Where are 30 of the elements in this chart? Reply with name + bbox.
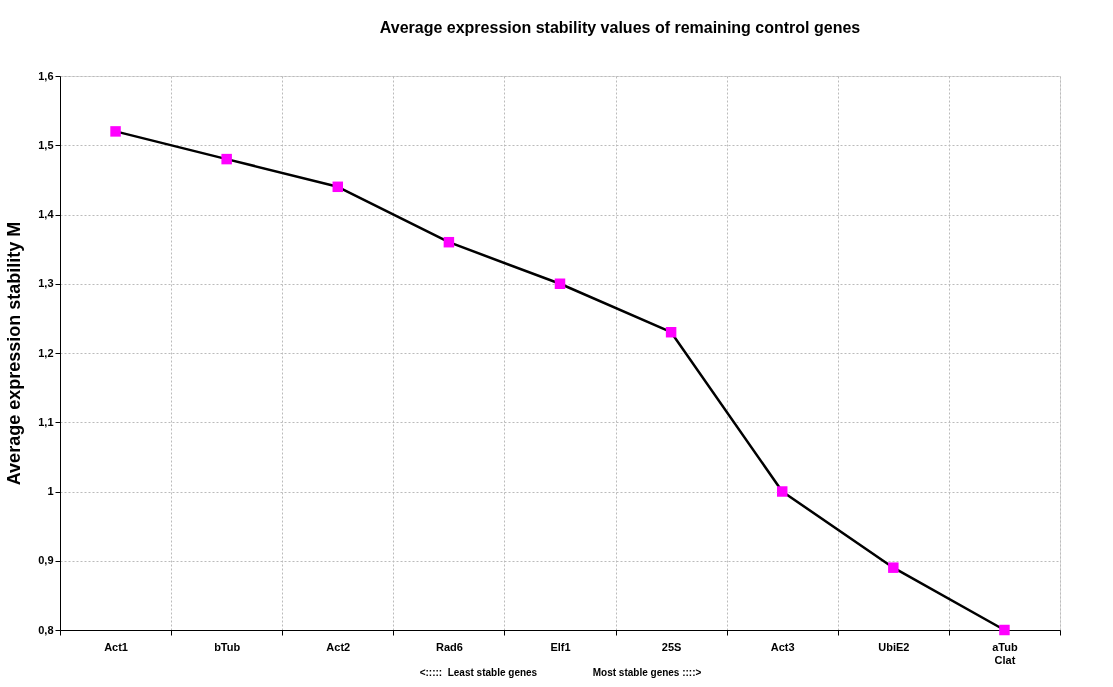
point xyxy=(332,181,344,193)
y-tick-label: 1 xyxy=(47,485,54,497)
y-tick-label: 0,8 xyxy=(38,623,54,636)
y-tick-label: 1,6 xyxy=(38,69,54,82)
x-tick-label: Act3 xyxy=(770,640,795,653)
y-tick-label: 0,9 xyxy=(38,554,54,567)
y-axis-title: Average expression stability M xyxy=(4,221,25,486)
x-tick-label: Act1 xyxy=(104,640,128,653)
chart-title: Average expression stability values of remaining control genes xyxy=(379,19,861,36)
x-tick-label: aTub Clat xyxy=(992,640,1018,666)
y-tick-label: 1,1 xyxy=(38,415,54,428)
point xyxy=(888,562,899,573)
x-axis-title: <::::: Least stable genes Most stable genes ::::> xyxy=(419,666,702,678)
point xyxy=(443,236,455,248)
x-tick-label: bTub xyxy=(214,640,241,653)
y-tick-label: 1,5 xyxy=(38,138,54,151)
x-tick-label: UbiE2 xyxy=(878,640,910,653)
x-tick-label: Rad6 xyxy=(435,640,463,653)
y-tick-label: 1,2 xyxy=(38,346,54,359)
x-tick-label: 25S xyxy=(661,640,682,653)
x-tick-label: Act2 xyxy=(326,640,351,653)
point xyxy=(999,624,1010,636)
point xyxy=(665,326,677,338)
point xyxy=(110,126,121,137)
x-tick-label: Elf1 xyxy=(550,640,571,653)
point xyxy=(776,486,788,497)
y-tick-label: 1,4 xyxy=(38,208,55,220)
point xyxy=(221,153,232,165)
y-tick-label: 1,3 xyxy=(38,277,54,290)
point xyxy=(554,278,566,289)
